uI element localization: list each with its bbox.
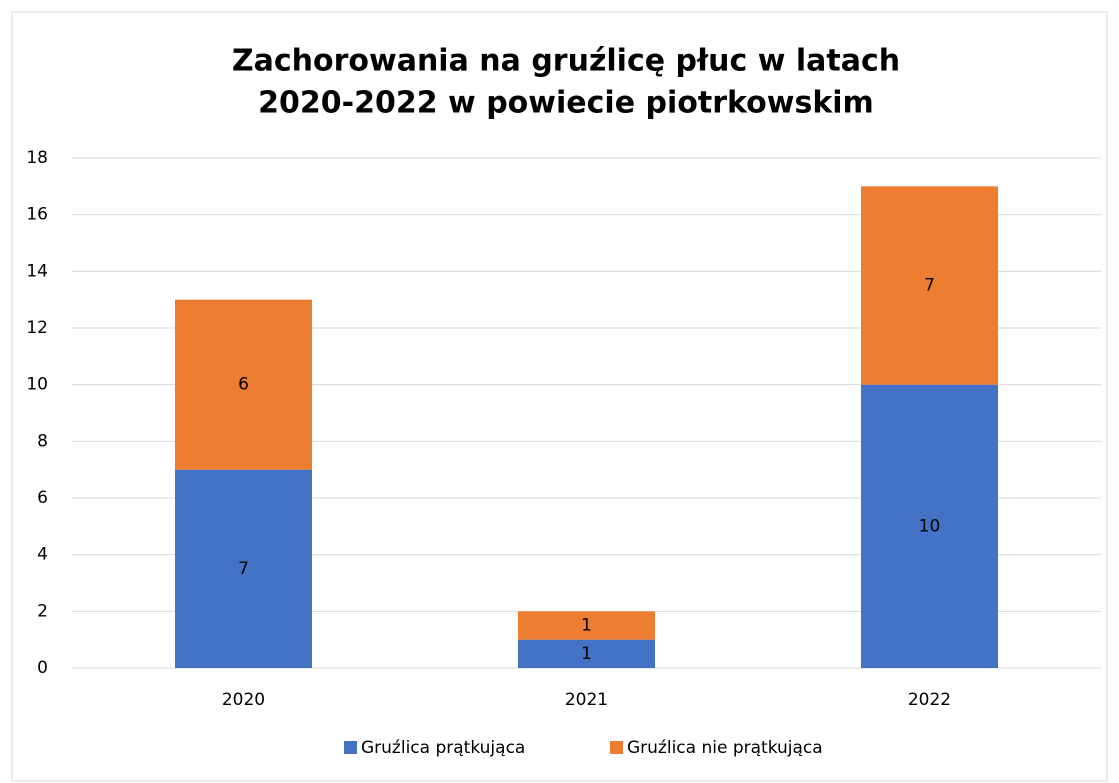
bar-segment <box>175 299 312 470</box>
bar-segment <box>175 469 312 668</box>
y-tick-label: 2 <box>37 601 48 621</box>
legend-swatch <box>344 741 357 754</box>
y-tick-label: 4 <box>37 545 48 565</box>
y-tick-label: 16 <box>26 205 48 225</box>
data-label: 10 <box>919 516 941 536</box>
y-tick-label: 14 <box>26 261 48 281</box>
data-label: 1 <box>581 644 592 664</box>
chart-title: 2020-2022 w powiecie piotrkowskim <box>258 86 874 121</box>
bar-segment <box>861 384 998 668</box>
y-tick-label: 6 <box>37 488 48 508</box>
y-tick-label: 0 <box>37 658 48 678</box>
data-label: 7 <box>238 559 249 579</box>
legend-label: Gruźlica prątkująca <box>361 738 525 758</box>
data-label: 7 <box>924 276 935 296</box>
x-tick-label: 2020 <box>222 690 265 710</box>
y-tick-label: 8 <box>37 431 48 451</box>
y-tick-label: 10 <box>26 375 48 395</box>
data-label: 1 <box>581 616 592 636</box>
x-tick-label: 2021 <box>565 690 608 710</box>
y-tick-label: 12 <box>26 318 48 338</box>
data-label: 6 <box>238 375 249 395</box>
x-tick-label: 2022 <box>908 690 951 710</box>
bar-segment <box>518 639 655 668</box>
y-tick-label: 18 <box>26 148 48 168</box>
bar-segment <box>861 186 998 385</box>
legend-label: Gruźlica nie prątkująca <box>627 738 823 758</box>
chart-title: Zachorowania na gruźlicę płuc w latach <box>232 44 900 79</box>
bar-segment <box>518 611 655 640</box>
legend-swatch <box>610 741 623 754</box>
